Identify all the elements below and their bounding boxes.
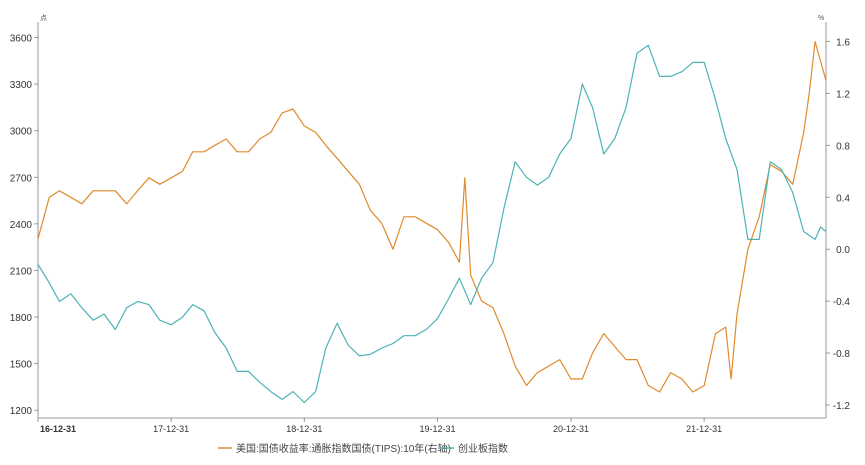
- x-axis-ticks: 16-12-31 17-12-31 18-12-31 19-12-31 20-12-31…: [37, 418, 722, 434]
- right-tick-label: -0.4: [833, 297, 851, 308]
- series-layer: [37, 40, 827, 404]
- x-tick-label: 16-12-31: [40, 424, 76, 434]
- right-tick-label: 0.4: [836, 193, 850, 204]
- legend-label-chinext: 创业板指数: [458, 442, 508, 455]
- left-tick-label: 3300: [10, 80, 33, 91]
- left-tick-label: 3600: [10, 34, 33, 45]
- left-tick-label: 1500: [10, 360, 33, 371]
- legend: 美国:国债收益率:通胀指数国债(TIPS):10年(右轴) 创业板指数: [218, 442, 508, 455]
- right-tick-label: -0.8: [833, 349, 851, 360]
- left-tick-label: 1800: [10, 313, 33, 324]
- axes-layer: 点 %: [37, 14, 827, 419]
- left-tick-label: 1200: [10, 406, 33, 417]
- right-tick-label: 1.6: [836, 37, 850, 48]
- right-axis-ticks: -1.2 -0.8 -0.4 0.0 0.4 0.8 1.2 1.6: [826, 37, 850, 412]
- right-tick-label: 1.2: [836, 89, 850, 100]
- x-tick-label: 21-12-31: [686, 424, 722, 434]
- series-line-tips-yield: [37, 40, 827, 393]
- series-line-chinext-index: [37, 44, 827, 404]
- left-tick-label: 2700: [10, 173, 33, 184]
- x-tick-label: 19-12-31: [419, 424, 455, 434]
- left-tick-label: 2400: [10, 220, 33, 231]
- left-axis-ticks: 1200 1500 1800 2100 2400 2700 3000 3300 3600: [10, 34, 38, 417]
- left-tick-label: 3000: [10, 127, 33, 138]
- left-tick-label: 2100: [10, 266, 33, 277]
- right-tick-label: 0.0: [836, 245, 850, 256]
- right-tick-label: 0.8: [836, 141, 850, 152]
- x-tick-label: 18-12-31: [286, 424, 322, 434]
- x-tick-label: 20-12-31: [553, 424, 589, 434]
- left-axis-unit: 点: [40, 14, 47, 22]
- right-axis-unit: %: [818, 15, 824, 22]
- x-tick-label: 17-12-31: [153, 424, 189, 434]
- right-tick-label: -1.2: [833, 401, 851, 412]
- legend-label-tips: 美国:国债收益率:通胀指数国债(TIPS):10年(右轴): [236, 442, 451, 455]
